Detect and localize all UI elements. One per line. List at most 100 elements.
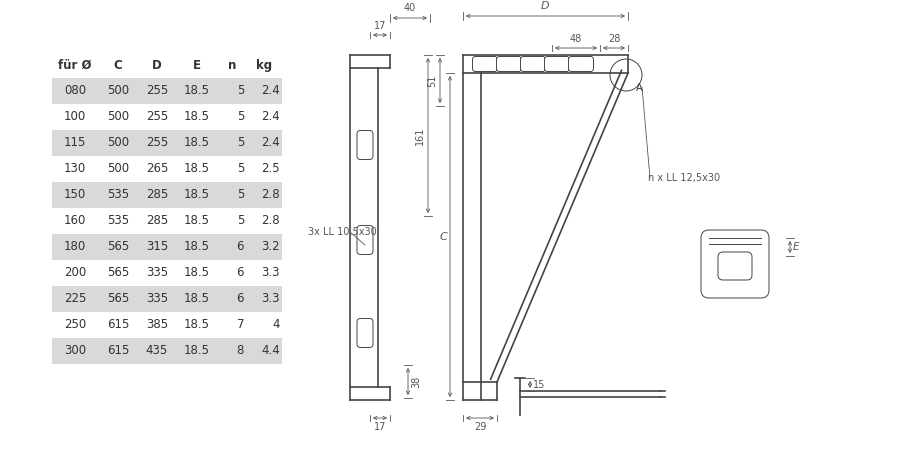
Text: 18.5: 18.5 [184,319,210,332]
Text: 565: 565 [107,292,129,306]
Text: 255: 255 [146,111,168,123]
FancyBboxPatch shape [357,130,373,159]
Text: 265: 265 [146,162,168,176]
Text: 5: 5 [237,162,244,176]
Text: 6: 6 [237,240,244,253]
Text: 2.8: 2.8 [261,215,280,228]
Text: 18.5: 18.5 [184,215,210,228]
Text: 300: 300 [64,345,86,357]
Text: E: E [793,242,799,252]
FancyBboxPatch shape [520,57,545,72]
Text: 5: 5 [237,111,244,123]
Text: 2.5: 2.5 [261,162,280,176]
Text: 080: 080 [64,85,86,98]
Text: 435: 435 [146,345,168,357]
Text: 255: 255 [146,85,168,98]
Text: 200: 200 [64,266,86,279]
Text: 18.5: 18.5 [184,136,210,149]
Text: 615: 615 [107,345,130,357]
Text: 7: 7 [237,319,244,332]
Text: 180: 180 [64,240,86,253]
Text: 285: 285 [146,189,168,202]
Text: kg: kg [256,59,272,72]
Text: 5: 5 [237,215,244,228]
Text: 500: 500 [107,85,129,98]
FancyBboxPatch shape [544,57,570,72]
Text: 18.5: 18.5 [184,189,210,202]
Text: 18.5: 18.5 [184,240,210,253]
Text: 4: 4 [273,319,280,332]
Text: 5: 5 [237,85,244,98]
Text: 335: 335 [146,292,168,306]
FancyBboxPatch shape [569,57,593,72]
FancyBboxPatch shape [701,230,769,298]
Text: 500: 500 [107,162,129,176]
Text: 161: 161 [415,126,425,145]
FancyBboxPatch shape [472,57,498,72]
Text: 115: 115 [64,136,86,149]
FancyBboxPatch shape [357,319,373,347]
Text: 38: 38 [411,375,421,387]
Text: 565: 565 [107,240,129,253]
Text: 17: 17 [374,21,386,31]
Text: 18.5: 18.5 [184,292,210,306]
Text: 40: 40 [404,3,416,13]
Text: 3x LL 10,5x30: 3x LL 10,5x30 [308,227,377,237]
Text: 3.3: 3.3 [262,266,280,279]
Text: 3.3: 3.3 [262,292,280,306]
Text: C: C [113,59,122,72]
Text: 150: 150 [64,189,86,202]
Text: 5: 5 [237,136,244,149]
Text: n x LL 12,5x30: n x LL 12,5x30 [648,173,720,183]
Text: 615: 615 [107,319,130,332]
Text: 3.2: 3.2 [261,240,280,253]
Text: 100: 100 [64,111,86,123]
Text: A: A [636,83,643,93]
Bar [52,286,282,312]
Text: 130: 130 [64,162,86,176]
Bar [52,130,282,156]
Text: 6: 6 [237,266,244,279]
Text: 18.5: 18.5 [184,85,210,98]
Text: 17: 17 [374,422,386,432]
Text: 250: 250 [64,319,86,332]
Text: 51: 51 [427,74,437,87]
Text: 2.4: 2.4 [261,85,280,98]
Text: 18.5: 18.5 [184,111,210,123]
Text: 535: 535 [107,215,129,228]
Text: 535: 535 [107,189,129,202]
Text: 315: 315 [146,240,168,253]
Text: 8: 8 [237,345,244,357]
Text: 18.5: 18.5 [184,266,210,279]
Text: 18.5: 18.5 [184,345,210,357]
Text: 160: 160 [64,215,86,228]
Bar [52,182,282,208]
Text: 335: 335 [146,266,168,279]
Text: D: D [541,1,550,11]
Text: n: n [228,59,236,72]
Text: 255: 255 [146,136,168,149]
Text: 2.4: 2.4 [261,111,280,123]
Text: 285: 285 [146,215,168,228]
Text: 2.4: 2.4 [261,136,280,149]
Text: 2.8: 2.8 [261,189,280,202]
Text: 48: 48 [570,34,582,44]
Text: 18.5: 18.5 [184,162,210,176]
FancyBboxPatch shape [497,57,521,72]
Text: 4.4: 4.4 [261,345,280,357]
Bar [52,234,282,260]
Text: 225: 225 [64,292,86,306]
Text: für Ø: für Ø [58,59,92,72]
Bar [52,338,282,364]
FancyBboxPatch shape [357,225,373,255]
Text: 28: 28 [608,34,620,44]
Text: 385: 385 [146,319,168,332]
FancyBboxPatch shape [718,252,752,280]
Text: E: E [193,59,201,72]
Text: 15: 15 [533,379,545,390]
Text: C: C [439,231,447,242]
Text: 500: 500 [107,111,129,123]
Text: 500: 500 [107,136,129,149]
Text: 5: 5 [237,189,244,202]
Bar [52,78,282,104]
